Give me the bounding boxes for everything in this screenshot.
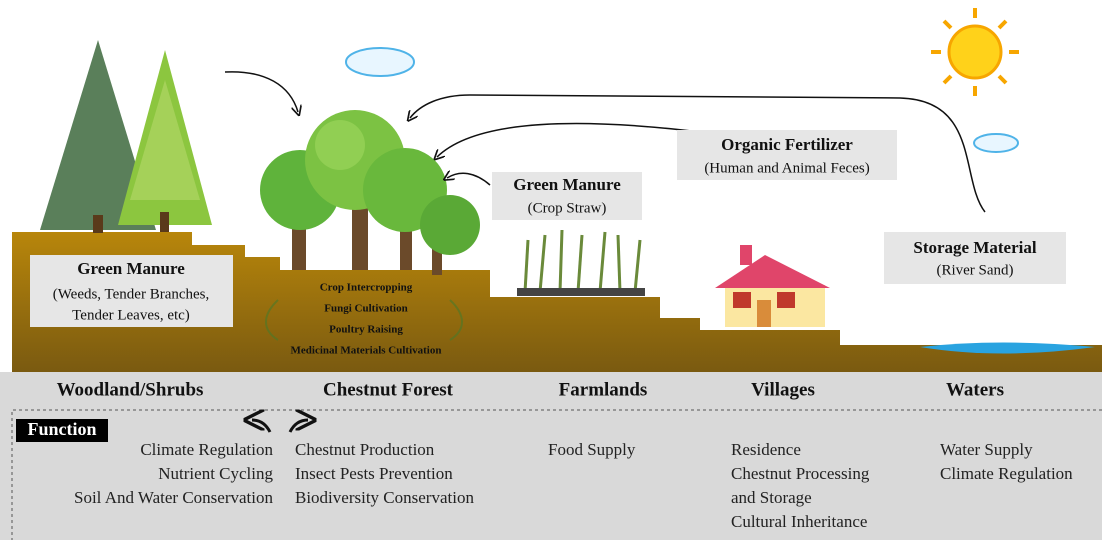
zone-function: Insect Pests Prevention bbox=[295, 464, 453, 483]
zone-name: Villages bbox=[751, 379, 815, 400]
callout-text: (Weeds, Tender Branches, bbox=[53, 286, 210, 302]
zone-function: Chestnut Production bbox=[295, 440, 435, 459]
water bbox=[920, 342, 1095, 354]
crops bbox=[517, 229, 645, 296]
callout-text: Tender Leaves, etc) bbox=[72, 307, 190, 323]
zone-function: Nutrient Cycling bbox=[158, 464, 273, 483]
forest-activity: Poultry Raising bbox=[329, 324, 403, 336]
callout-text: (Human and Animal Feces) bbox=[704, 160, 869, 176]
zone-name: Waters bbox=[946, 379, 1004, 400]
callout-title: Green Manure bbox=[77, 259, 185, 278]
small-arrows bbox=[252, 420, 308, 433]
zone-name: Woodland/Shrubs bbox=[57, 379, 204, 400]
forest-activity: Crop Intercropping bbox=[320, 282, 413, 294]
callout-title: Green Manure bbox=[513, 175, 621, 194]
callout-title: Storage Material bbox=[913, 238, 1036, 257]
callout-box bbox=[30, 255, 233, 327]
arrows bbox=[224, 71, 986, 213]
zone-function: Climate Regulation bbox=[940, 464, 1073, 483]
terrain bbox=[12, 232, 1102, 372]
callout-box bbox=[677, 130, 897, 180]
cycle-arrows bbox=[265, 299, 463, 341]
callout-text: (River Sand) bbox=[936, 262, 1013, 278]
function-label-bg bbox=[16, 419, 108, 442]
zone-function: and Storage bbox=[731, 488, 812, 507]
callout-title: Organic Fertilizer bbox=[721, 135, 853, 154]
forest-activity: Fungi Cultivation bbox=[324, 303, 407, 315]
zone-name: Farmlands bbox=[559, 379, 648, 400]
callout-box bbox=[884, 232, 1066, 284]
sun bbox=[931, 8, 1019, 96]
zone-function: Biodiversity Conservation bbox=[295, 488, 474, 507]
chestnut-trees bbox=[260, 110, 480, 275]
cloud bbox=[345, 47, 1019, 153]
callout-box bbox=[492, 172, 642, 220]
zone-function: Climate Regulation bbox=[140, 440, 273, 459]
zone-function: Chestnut Processing bbox=[731, 464, 870, 483]
forest-activity: Medicinal Materials Cultivation bbox=[291, 345, 442, 357]
zone-function: Residence bbox=[731, 440, 801, 459]
house bbox=[715, 245, 830, 327]
zone-name: Chestnut Forest bbox=[323, 379, 454, 400]
callout-text: (Crop Straw) bbox=[528, 200, 607, 216]
zone-function: Cultural Inheritance bbox=[731, 512, 867, 531]
function-label: Function bbox=[27, 419, 96, 439]
function-frame bbox=[11, 409, 1102, 540]
zone-band bbox=[0, 372, 1102, 540]
zone-function: Food Supply bbox=[548, 440, 636, 459]
zone-function: Soil And Water Conservation bbox=[74, 488, 273, 507]
zone-function: Water Supply bbox=[940, 440, 1033, 459]
woodland-trees bbox=[40, 40, 212, 233]
